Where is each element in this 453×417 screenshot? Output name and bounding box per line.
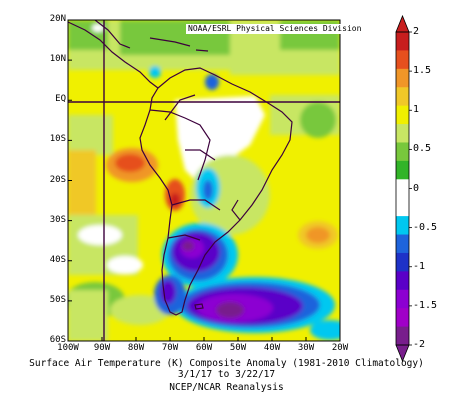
colorbar-swatch — [396, 234, 409, 254]
colorbar-label: 0 — [413, 182, 420, 194]
credit-label: NOAA/ESRL Physical Sciences Division — [186, 24, 364, 34]
colorbar-swatch — [396, 160, 409, 180]
lat-label: 60S — [49, 335, 66, 345]
colorbar-swatch — [396, 289, 409, 309]
colorbar-label: -2 — [413, 339, 426, 350]
lat-label: EQ — [55, 94, 66, 105]
colorbar-label: 1 — [413, 104, 420, 116]
lat-label: 30S — [49, 214, 66, 225]
colorbar-swatch — [396, 326, 409, 346]
colorbar-swatch — [396, 271, 409, 291]
colorbar-label: -0.5 — [413, 221, 438, 233]
colorbar-swatch — [396, 50, 409, 70]
lat-label: 10N — [49, 54, 66, 65]
lat-label: 40S — [49, 254, 66, 265]
lon-label: 70W — [161, 343, 179, 353]
colorbar-swatch — [396, 124, 409, 143]
caption-date-range: 3/1/17 to 3/22/17 — [177, 369, 276, 380]
lat-label: 20S — [49, 174, 66, 185]
coastlines — [68, 20, 293, 316]
colorbar-swatch — [396, 197, 409, 217]
colorbar-label: 0.5 — [413, 143, 432, 155]
colorbar-swatch — [396, 87, 409, 107]
colorbar-swatch — [396, 179, 409, 199]
lon-label: 30W — [297, 343, 315, 353]
lon-label: 40W — [263, 343, 281, 353]
caption-source: NCEP/NCAR Reanalysis — [169, 382, 284, 393]
caption-title: Surface Air Temperature (K) Composite An… — [29, 358, 424, 369]
colorbar-swatch — [396, 105, 409, 125]
lon-label: 20W — [331, 343, 349, 353]
lon-label: 100W — [57, 343, 79, 353]
colorbar-top-arrow — [395, 14, 410, 33]
colorbar-label: 2 — [413, 26, 420, 37]
colorbar-swatch — [396, 308, 409, 328]
colorbar-swatch — [396, 68, 409, 88]
colorbar-swatch — [396, 216, 409, 236]
lat-label: 10S — [49, 134, 66, 145]
lon-label: 60W — [195, 343, 213, 353]
colorbar-swatch — [396, 142, 409, 162]
colorbar-label: 1.5 — [413, 65, 432, 77]
colorbar-swatch — [396, 252, 409, 272]
lat-label: 50S — [49, 294, 66, 305]
colorbar — [395, 14, 412, 363]
lon-label: 90W — [93, 343, 111, 353]
colorbar-label: -1.5 — [413, 299, 438, 311]
lon-label: 80W — [127, 343, 145, 353]
colorbar-swatch — [396, 32, 409, 51]
colorbar-label: -1 — [413, 260, 426, 272]
anomaly-field — [68, 20, 340, 341]
lon-label: 50W — [229, 343, 247, 353]
lat-label: 20N — [49, 14, 66, 24]
